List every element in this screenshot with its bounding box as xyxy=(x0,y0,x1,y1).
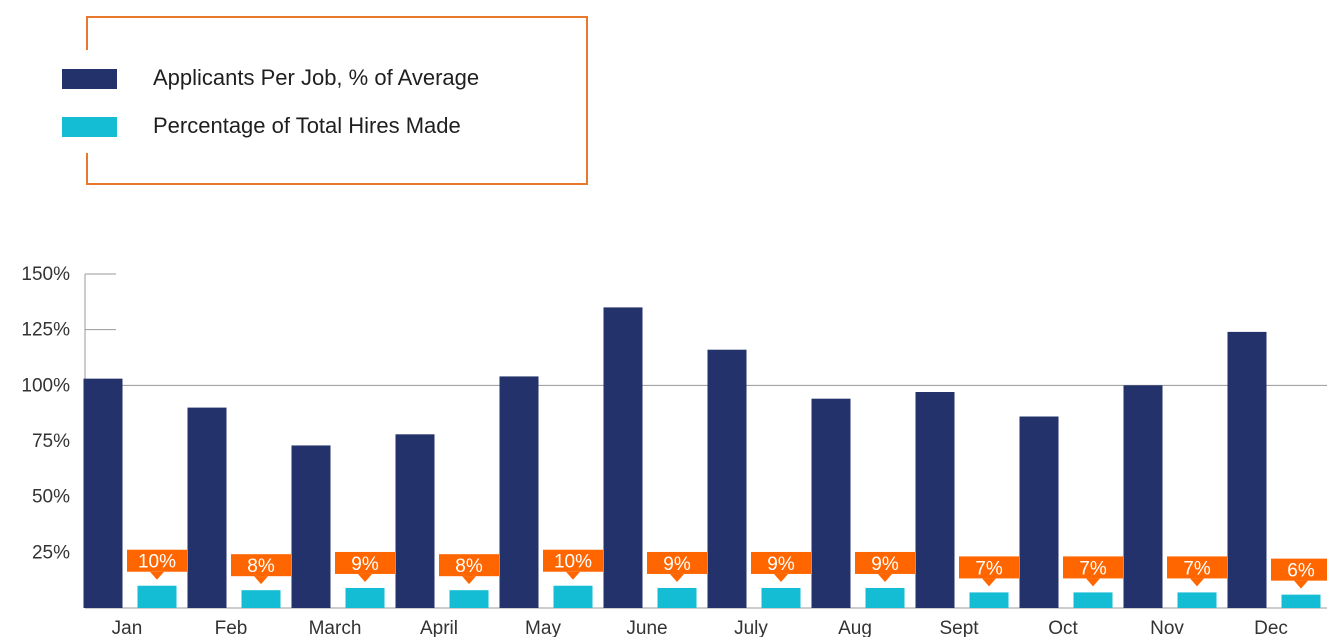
x-tick-label: April xyxy=(420,618,458,637)
data-label-callout xyxy=(335,551,395,574)
bar-hires xyxy=(345,587,385,608)
bar-hires xyxy=(1073,592,1113,608)
bar-applicants xyxy=(83,378,123,608)
data-label-callout xyxy=(127,549,187,572)
y-tick-label: 75% xyxy=(32,431,70,452)
bar-applicants xyxy=(1019,416,1059,608)
data-label-pointer xyxy=(774,573,788,582)
data-label-pointer xyxy=(566,571,580,580)
y-tick-label: 100% xyxy=(21,375,70,396)
data-label-pointer xyxy=(150,571,164,580)
x-tick-label: March xyxy=(309,618,362,637)
x-tick-label: Dec xyxy=(1254,618,1288,637)
data-label-pointer xyxy=(1086,578,1100,587)
data-label-pointer xyxy=(462,576,476,585)
x-tick-label: Aug xyxy=(838,618,872,637)
data-label: 7% xyxy=(975,558,1003,579)
data-label: 6% xyxy=(1287,561,1315,582)
data-label-callout xyxy=(439,554,499,577)
bar-applicants xyxy=(811,398,851,608)
bar-applicants xyxy=(1227,331,1267,608)
bar-hires xyxy=(657,587,697,608)
data-label: 9% xyxy=(767,554,795,575)
bar-hires xyxy=(761,587,801,608)
data-label-pointer xyxy=(670,573,684,582)
data-label: 10% xyxy=(554,552,592,573)
data-label-pointer xyxy=(358,573,372,582)
bar-applicants xyxy=(707,349,747,608)
data-label: 9% xyxy=(663,554,691,575)
legend-box-edge-bottom xyxy=(86,153,88,185)
data-label-pointer xyxy=(1294,580,1308,589)
bar-hires xyxy=(241,590,281,608)
data-label: 9% xyxy=(871,554,899,575)
x-tick-label: June xyxy=(626,618,667,637)
bar-hires xyxy=(449,590,489,608)
data-label: 10% xyxy=(138,552,176,573)
data-label-callout xyxy=(543,549,603,572)
legend-swatch-applicants xyxy=(62,69,117,89)
bar-applicants xyxy=(187,407,227,608)
x-tick-label: Sept xyxy=(939,618,979,637)
data-label: 8% xyxy=(247,556,275,577)
data-label-callout xyxy=(647,551,707,574)
data-label-pointer xyxy=(982,578,996,587)
data-label-callout xyxy=(1167,556,1227,579)
legend-label-hires: Percentage of Total Hires Made xyxy=(153,113,461,138)
data-label: 7% xyxy=(1079,558,1107,579)
data-label-callout xyxy=(959,556,1019,579)
bar-applicants xyxy=(603,307,643,608)
bar-applicants xyxy=(1123,385,1163,608)
data-label: 9% xyxy=(351,554,379,575)
data-label: 8% xyxy=(455,556,483,577)
x-tick-label: Nov xyxy=(1150,618,1184,637)
bar-hires xyxy=(1177,592,1217,608)
bar-hires xyxy=(865,587,905,608)
bar-hires xyxy=(1281,594,1321,608)
y-tick-label: 50% xyxy=(32,487,70,508)
x-tick-label: May xyxy=(525,618,561,637)
bar-hires xyxy=(137,585,177,608)
data-label-callout xyxy=(1271,558,1327,581)
x-tick-label: Oct xyxy=(1048,618,1078,637)
data-label-callout xyxy=(855,551,915,574)
bar-hires xyxy=(553,585,593,608)
legend-box-edge-top xyxy=(86,16,88,50)
bar-applicants xyxy=(291,445,331,608)
data-label-pointer xyxy=(878,573,892,582)
bar-applicants xyxy=(499,376,539,608)
bar-applicants xyxy=(395,434,435,608)
data-label: 7% xyxy=(1183,558,1211,579)
data-label-pointer xyxy=(1190,578,1204,587)
data-label-pointer xyxy=(254,576,268,585)
x-tick-label: Jan xyxy=(112,618,143,637)
x-tick-label: Feb xyxy=(215,618,248,637)
bar-hires xyxy=(969,592,1009,608)
data-label-callout xyxy=(751,551,811,574)
data-label-callout xyxy=(231,554,291,577)
legend-box xyxy=(86,16,588,185)
legend-swatch-hires xyxy=(62,117,117,137)
y-tick-label: 25% xyxy=(32,542,70,563)
x-tick-label: July xyxy=(734,618,768,637)
data-label-callout xyxy=(1063,556,1123,579)
legend-label-applicants: Applicants Per Job, % of Average xyxy=(153,65,480,90)
bar-applicants xyxy=(915,392,955,608)
y-tick-label: 150% xyxy=(21,264,70,285)
y-tick-label: 125% xyxy=(21,320,70,341)
